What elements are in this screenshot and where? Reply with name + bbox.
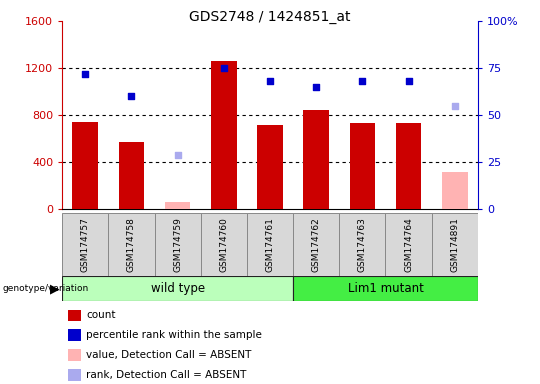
Text: genotype/variation: genotype/variation: [3, 285, 89, 293]
Text: ▶: ▶: [50, 283, 59, 295]
Point: [127, 93, 136, 99]
Text: value, Detection Call = ABSENT: value, Detection Call = ABSENT: [86, 350, 252, 360]
Bar: [165, 202, 190, 209]
Bar: [109, 213, 154, 276]
Text: GSM174757: GSM174757: [80, 217, 90, 272]
Bar: [247, 213, 293, 276]
Text: rank, Detection Call = ABSENT: rank, Detection Call = ABSENT: [86, 370, 247, 380]
Point: [404, 78, 413, 84]
Text: GSM174891: GSM174891: [450, 217, 460, 272]
Bar: [431, 213, 478, 276]
Bar: [442, 172, 468, 209]
Text: GSM174763: GSM174763: [358, 217, 367, 272]
Bar: [257, 124, 283, 209]
Text: percentile rank within the sample: percentile rank within the sample: [86, 330, 262, 340]
Point: [358, 78, 367, 84]
Text: GSM174761: GSM174761: [266, 217, 274, 272]
Point: [173, 152, 182, 158]
Bar: [62, 213, 109, 276]
Text: GSM174762: GSM174762: [312, 217, 321, 272]
Bar: [303, 110, 329, 209]
Bar: [119, 142, 144, 209]
Text: Lim1 mutant: Lim1 mutant: [348, 283, 423, 295]
Bar: [293, 276, 478, 301]
Text: GSM174764: GSM174764: [404, 217, 413, 272]
Point: [266, 78, 274, 84]
Bar: [201, 213, 247, 276]
Text: count: count: [86, 310, 116, 320]
Point: [312, 84, 321, 90]
Text: wild type: wild type: [151, 283, 205, 295]
Bar: [339, 213, 386, 276]
Bar: [293, 213, 339, 276]
Text: GSM174760: GSM174760: [219, 217, 228, 272]
Point: [450, 103, 459, 109]
Bar: [62, 276, 293, 301]
Text: GSM174758: GSM174758: [127, 217, 136, 272]
Text: GSM174759: GSM174759: [173, 217, 182, 272]
Point: [219, 65, 228, 71]
Bar: [396, 123, 421, 209]
Bar: [154, 213, 201, 276]
Bar: [211, 61, 237, 209]
Bar: [350, 123, 375, 209]
Point: [81, 71, 90, 77]
Bar: [72, 122, 98, 209]
Text: GDS2748 / 1424851_at: GDS2748 / 1424851_at: [189, 10, 351, 23]
Bar: [386, 213, 431, 276]
